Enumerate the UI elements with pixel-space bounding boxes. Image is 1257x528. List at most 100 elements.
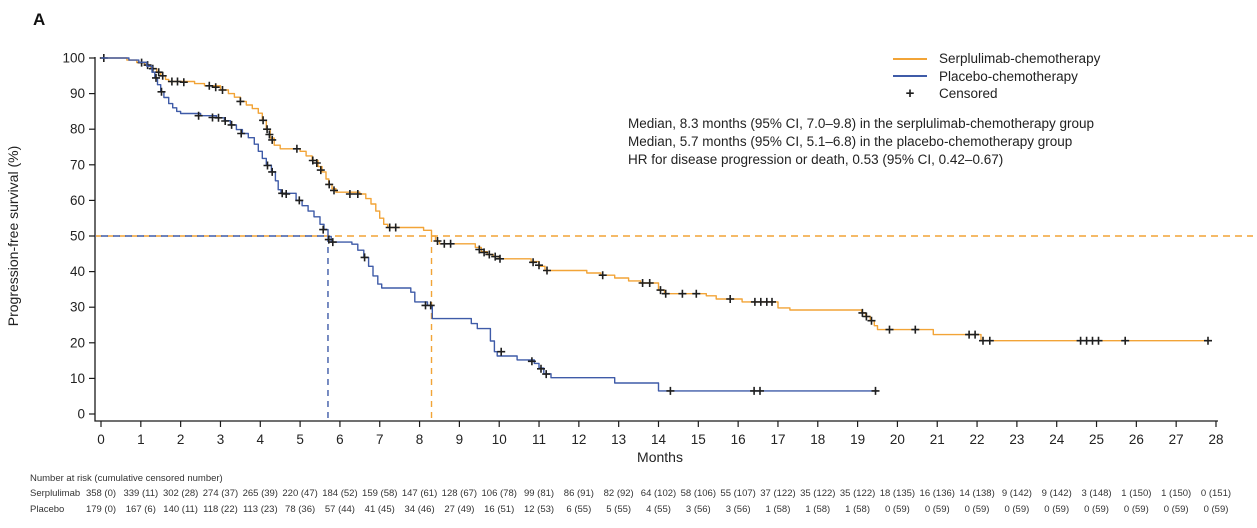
risk-value: 6 (55) bbox=[566, 504, 592, 515]
hazard-ratio-text: HR for disease progression or death, 0.5… bbox=[628, 152, 1004, 167]
risk-value: 3 (56) bbox=[685, 504, 711, 515]
risk-value: 3 (56) bbox=[725, 504, 751, 515]
risk-value: 78 (36) bbox=[285, 504, 316, 515]
risk-value: 140 (11) bbox=[163, 504, 198, 515]
risk-value: 14 (138) bbox=[959, 488, 995, 499]
risk-row-label-placebo: Placebo bbox=[30, 504, 65, 515]
risk-table-title: Number at risk (cumulative censored numb… bbox=[30, 473, 223, 484]
risk-value: 358 (0) bbox=[85, 488, 117, 499]
x-tick-label: 20 bbox=[890, 432, 905, 447]
risk-value: 0 (59) bbox=[924, 504, 950, 515]
risk-value: 0 (59) bbox=[1044, 504, 1070, 515]
x-tick-label: 21 bbox=[930, 432, 945, 447]
x-tick-label: 25 bbox=[1089, 432, 1104, 447]
risk-value: 4 (55) bbox=[646, 504, 671, 515]
x-tick-label: 0 bbox=[97, 432, 105, 447]
y-tick-label: 90 bbox=[70, 86, 85, 101]
risk-value: 0 (59) bbox=[884, 504, 910, 515]
x-tick-label: 5 bbox=[296, 432, 304, 447]
x-tick-label: 11 bbox=[532, 432, 546, 447]
risk-value: 9 (142) bbox=[1041, 488, 1072, 499]
risk-value: 147 (61) bbox=[401, 488, 438, 499]
risk-value: 5 (55) bbox=[606, 504, 632, 515]
risk-value: 1 (58) bbox=[845, 504, 871, 515]
panel-label: A bbox=[33, 10, 46, 29]
risk-value: 0 (59) bbox=[1163, 504, 1189, 515]
risk-value: 35 (122) bbox=[839, 488, 876, 499]
x-tick-label: 23 bbox=[1009, 432, 1024, 447]
x-tick-label: 28 bbox=[1208, 432, 1223, 447]
x-tick-label: 18 bbox=[810, 432, 825, 447]
x-tick-label: 1 bbox=[137, 432, 145, 447]
x-tick-label: 14 bbox=[651, 432, 667, 447]
risk-value: 9 (142) bbox=[1001, 488, 1032, 499]
risk-value: 339 (11) bbox=[123, 488, 159, 499]
y-tick-label: 0 bbox=[77, 407, 85, 422]
risk-value: 167 (6) bbox=[125, 504, 156, 515]
risk-value: 0 (59) bbox=[1004, 504, 1030, 515]
y-tick-label: 30 bbox=[70, 300, 85, 315]
risk-value: 128 (67) bbox=[441, 488, 478, 499]
x-tick-label: 9 bbox=[456, 432, 464, 447]
risk-value: 0 (59) bbox=[1084, 504, 1109, 515]
risk-value: 1 (58) bbox=[805, 504, 831, 515]
survival-curve-placebo bbox=[101, 57, 878, 392]
serplulimab-line-swatch bbox=[893, 57, 927, 60]
y-tick-label: 40 bbox=[70, 264, 85, 279]
legend: Serplulimab-chemotherapy Placebo-chemoth… bbox=[893, 50, 1100, 103]
x-tick-label: 24 bbox=[1049, 432, 1065, 447]
y-tick-label: 50 bbox=[70, 229, 85, 244]
risk-value: 1 (150) bbox=[1121, 488, 1152, 499]
risk-value: 1 (150) bbox=[1161, 488, 1192, 499]
legend-label: Censored bbox=[939, 86, 998, 102]
risk-value: 265 (39) bbox=[242, 488, 278, 499]
risk-value: 99 (81) bbox=[523, 488, 555, 499]
x-tick-label: 27 bbox=[1169, 432, 1184, 447]
risk-value: 82 (92) bbox=[603, 488, 634, 499]
risk-value: 41 (45) bbox=[364, 504, 395, 515]
y-tick-label: 60 bbox=[70, 193, 85, 208]
statistics-annotation: Median, 8.3 months (95% CI, 7.0–9.8) in … bbox=[628, 115, 1094, 169]
x-tick-label: 15 bbox=[691, 432, 706, 447]
x-tick-label: 4 bbox=[257, 432, 265, 447]
x-axis-title: Months bbox=[637, 449, 683, 465]
risk-value: 179 (0) bbox=[85, 504, 117, 515]
risk-value: 57 (44) bbox=[324, 504, 355, 515]
legend-item-censored: + Censored bbox=[893, 85, 1100, 103]
risk-value: 3 (148) bbox=[1081, 488, 1112, 499]
x-tick-label: 22 bbox=[970, 432, 985, 447]
risk-value: 35 (122) bbox=[800, 488, 836, 499]
legend-item-serplulimab: Serplulimab-chemotherapy bbox=[893, 50, 1100, 68]
risk-value: 302 (28) bbox=[162, 488, 199, 499]
risk-value: 34 (46) bbox=[404, 504, 435, 515]
median-placebo-text: Median, 5.7 months (95% CI, 5.1–6.8) in … bbox=[628, 134, 1073, 149]
survival-curve-serplulimab bbox=[101, 57, 1212, 342]
risk-value: 106 (78) bbox=[481, 488, 517, 499]
risk-value: 184 (52) bbox=[322, 488, 358, 499]
risk-value: 16 (51) bbox=[484, 504, 515, 515]
risk-value: 0 (59) bbox=[1203, 504, 1229, 515]
risk-value: 274 (37) bbox=[202, 488, 239, 499]
censor-marks-placebo bbox=[152, 73, 880, 395]
risk-row-label-serplulimab: Serplulimab bbox=[30, 488, 81, 499]
legend-item-placebo: Placebo-chemotherapy bbox=[893, 68, 1100, 86]
risk-value: 0 (151) bbox=[1200, 488, 1232, 499]
risk-value: 18 (135) bbox=[879, 488, 916, 499]
x-tick-label: 8 bbox=[416, 432, 424, 447]
risk-value: 0 (59) bbox=[1123, 504, 1149, 515]
median-serplulimab-text: Median, 8.3 months (95% CI, 7.0–9.8) in … bbox=[628, 116, 1095, 131]
risk-value: 37 (122) bbox=[760, 488, 796, 499]
risk-value: 86 (91) bbox=[563, 488, 594, 499]
y-axis-title: Progression-free survival (%) bbox=[5, 145, 21, 327]
y-tick-label: 20 bbox=[70, 335, 85, 350]
legend-label: Placebo-chemotherapy bbox=[939, 68, 1078, 84]
risk-value: 64 (102) bbox=[640, 488, 677, 499]
y-tick-label: 70 bbox=[70, 157, 85, 172]
risk-value: 1 (58) bbox=[765, 504, 791, 515]
risk-value: 27 (49) bbox=[444, 504, 475, 515]
risk-value: 16 (136) bbox=[919, 488, 955, 499]
risk-value: 12 (53) bbox=[523, 504, 555, 515]
x-tick-label: 16 bbox=[731, 432, 746, 447]
risk-value: 220 (47) bbox=[282, 488, 318, 499]
